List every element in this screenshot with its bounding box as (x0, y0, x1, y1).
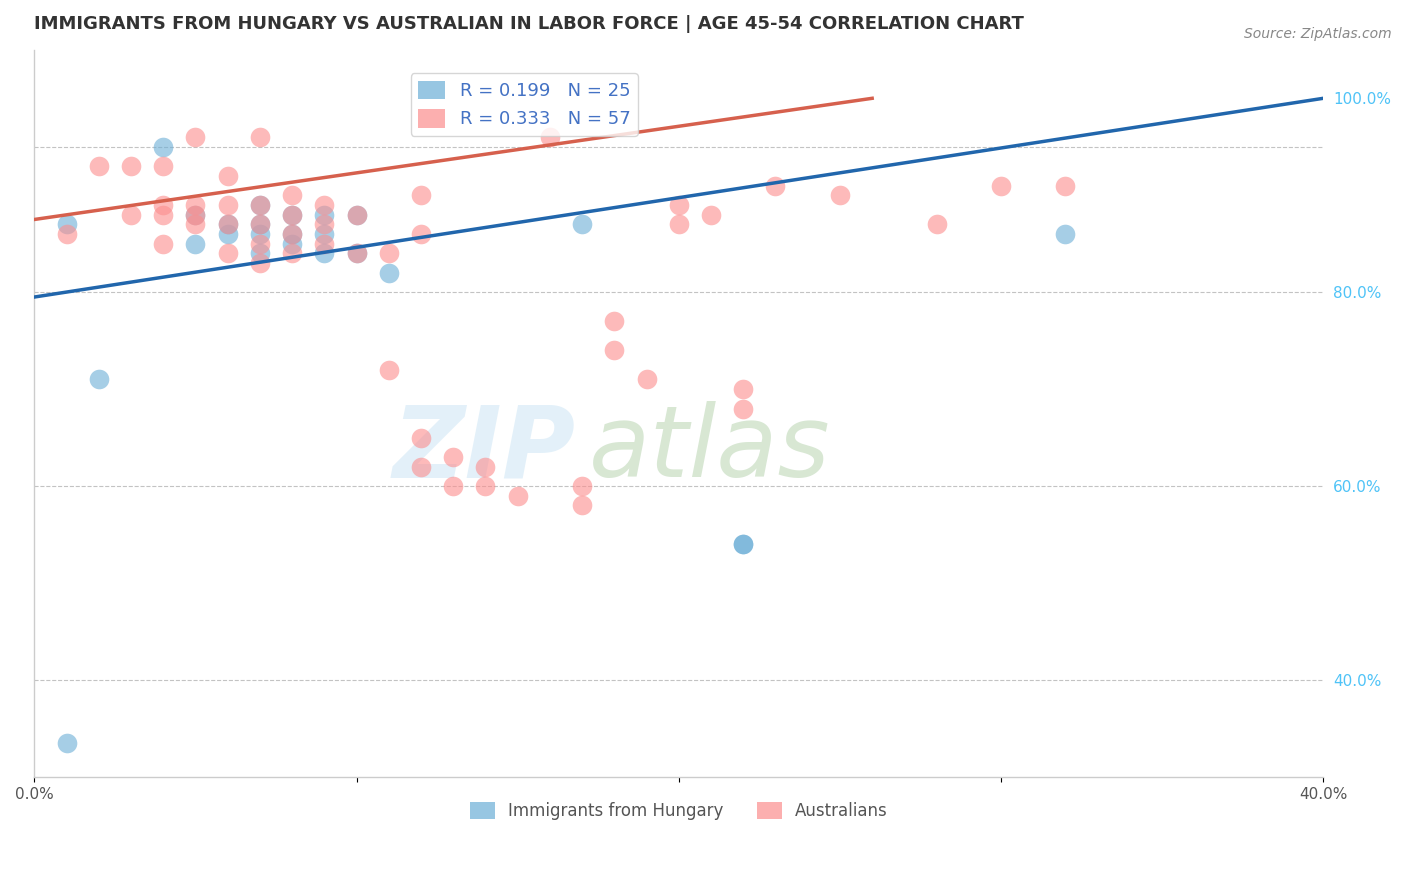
Point (281, 208, 304, 222)
Point (314, 217, 336, 231)
Point (733, 382, 755, 396)
Point (765, 178, 787, 193)
Point (314, 236, 336, 251)
Point (571, 217, 593, 231)
Point (152, 159, 174, 173)
Point (120, 208, 142, 222)
Point (249, 198, 271, 212)
Point (281, 236, 304, 251)
Point (55, 227, 77, 241)
Point (314, 227, 336, 241)
Point (217, 217, 239, 231)
Legend: Immigrants from Hungary, Australians: Immigrants from Hungary, Australians (463, 795, 894, 827)
Point (346, 208, 368, 222)
Point (474, 459, 496, 474)
Point (314, 198, 336, 212)
Point (184, 130, 207, 145)
Point (249, 246, 271, 260)
Point (925, 217, 948, 231)
Point (55, 736, 77, 750)
Point (184, 208, 207, 222)
Point (281, 246, 304, 260)
Point (249, 217, 271, 231)
Point (249, 256, 271, 270)
Point (152, 236, 174, 251)
Point (120, 159, 142, 173)
Point (217, 246, 239, 260)
Point (441, 450, 464, 464)
Point (314, 246, 336, 260)
Point (409, 188, 432, 202)
Text: IMMIGRANTS FROM HUNGARY VS AUSTRALIAN IN LABOR FORCE | AGE 45-54 CORRELATION CHA: IMMIGRANTS FROM HUNGARY VS AUSTRALIAN IN… (34, 15, 1024, 33)
Point (281, 188, 304, 202)
Text: atlas: atlas (589, 401, 830, 499)
Point (603, 343, 626, 358)
Point (571, 499, 593, 513)
Point (603, 314, 626, 328)
Point (346, 208, 368, 222)
Point (668, 198, 690, 212)
Point (474, 479, 496, 493)
Point (1054, 178, 1077, 193)
Point (55, 217, 77, 231)
Point (281, 208, 304, 222)
Point (281, 227, 304, 241)
Point (152, 140, 174, 154)
Point (184, 208, 207, 222)
Point (217, 169, 239, 183)
Point (538, 130, 561, 145)
Point (249, 198, 271, 212)
Point (441, 479, 464, 493)
Point (87, 159, 110, 173)
Point (217, 227, 239, 241)
Point (733, 537, 755, 551)
Point (636, 372, 658, 386)
Point (314, 208, 336, 222)
Point (184, 198, 207, 212)
Point (378, 246, 401, 260)
Point (571, 479, 593, 493)
Point (217, 198, 239, 212)
Point (733, 537, 755, 551)
Point (184, 217, 207, 231)
Point (87, 372, 110, 386)
Point (217, 217, 239, 231)
Text: Source: ZipAtlas.com: Source: ZipAtlas.com (1244, 27, 1392, 41)
Point (249, 217, 271, 231)
Point (1054, 227, 1077, 241)
Point (409, 431, 432, 445)
Point (700, 208, 723, 222)
Point (281, 227, 304, 241)
Point (249, 130, 271, 145)
Point (378, 362, 401, 376)
Point (346, 246, 368, 260)
Point (733, 401, 755, 416)
Point (152, 208, 174, 222)
Point (506, 489, 529, 503)
Point (828, 188, 851, 202)
Point (184, 236, 207, 251)
Text: ZIP: ZIP (392, 401, 575, 499)
Point (409, 227, 432, 241)
Point (378, 266, 401, 280)
Point (249, 227, 271, 241)
Point (668, 217, 690, 231)
Point (990, 178, 1012, 193)
Point (249, 236, 271, 251)
Point (409, 459, 432, 474)
Point (346, 246, 368, 260)
Point (152, 198, 174, 212)
